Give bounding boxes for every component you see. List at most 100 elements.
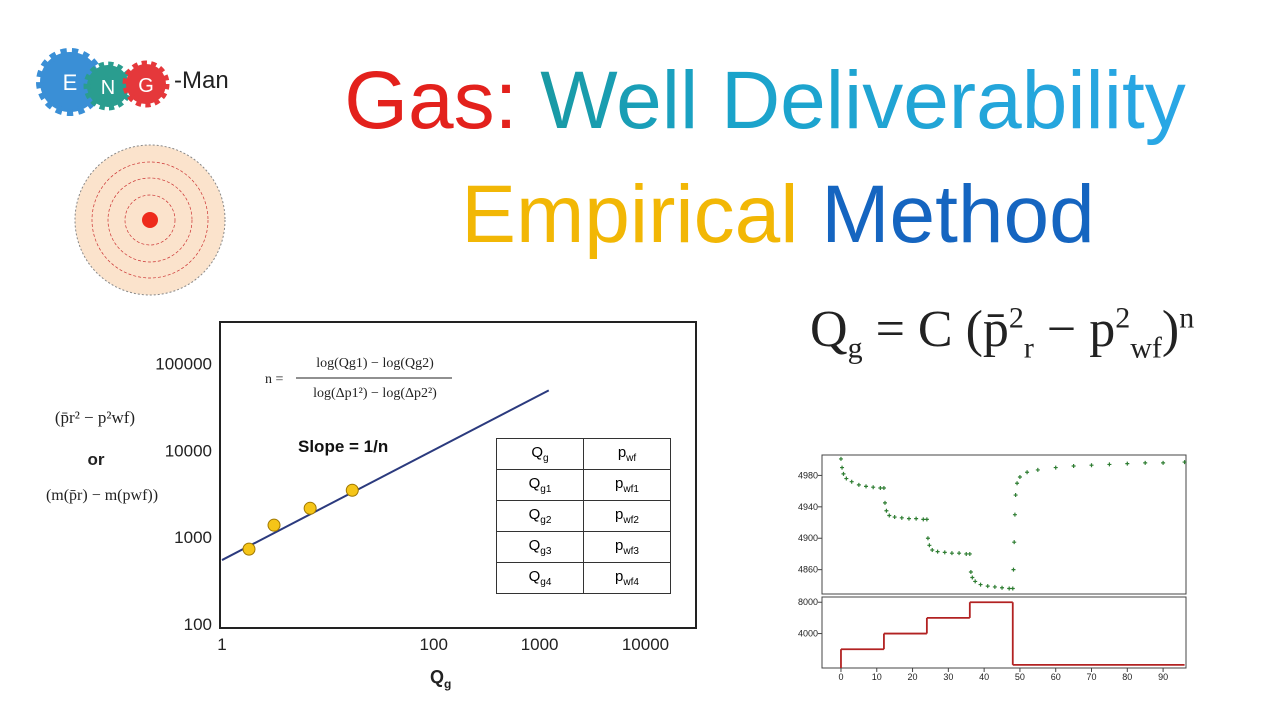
data-point <box>1035 467 1040 472</box>
data-point <box>978 582 983 587</box>
gear <box>122 60 170 108</box>
data-point <box>849 479 854 484</box>
data-point <box>967 551 972 556</box>
data-point <box>841 471 846 476</box>
cell-main: p <box>615 506 624 523</box>
table-cell: Qg1 <box>496 469 584 501</box>
data-point <box>882 500 887 505</box>
data-point <box>935 549 940 554</box>
table-row: Qg1 pwf1 <box>496 469 671 501</box>
data-point <box>345 483 359 497</box>
table-row: Qg4 pwf4 <box>496 562 671 594</box>
table-cell: pwf4 <box>583 562 671 594</box>
x-tick-label: 1 <box>217 635 226 654</box>
data-point <box>924 517 929 522</box>
x-tick-label: 80 <box>1122 672 1132 682</box>
plot-frame <box>821 596 1187 669</box>
title-line1: Gas: Well Deliverability <box>344 55 1186 146</box>
cell-main: p <box>615 475 624 492</box>
logo-suffix: -Man <box>174 67 229 94</box>
data-point <box>1017 474 1022 479</box>
data-point <box>1007 586 1012 591</box>
formula-part: 2 <box>1115 301 1131 335</box>
plot-frame <box>219 321 697 629</box>
x-tick-label: 90 <box>1158 672 1168 682</box>
x-axis-label-main: Q <box>430 667 444 687</box>
table-cell: Qg4 <box>496 562 584 594</box>
data-point <box>871 485 876 490</box>
cell-sub: wf4 <box>623 577 639 588</box>
annotation: Slope = 1/n <box>298 437 388 456</box>
data-point <box>1015 481 1020 486</box>
x-tick-label: 100 <box>420 635 448 654</box>
data-point <box>899 515 904 520</box>
data-point <box>1143 460 1148 465</box>
x-tick-label: 40 <box>979 672 989 682</box>
x-tick-label: 70 <box>1087 672 1097 682</box>
data-point <box>925 536 930 541</box>
table-cell: pwf2 <box>583 500 671 532</box>
formula-part: ) <box>1161 301 1180 358</box>
data-point <box>1010 586 1015 591</box>
formula-num: log(Qg1) − log(Qg2) <box>316 356 434 371</box>
table-cell: pwf3 <box>583 531 671 563</box>
x-tick-label: 0 <box>838 672 843 682</box>
data-point <box>921 517 926 522</box>
logo-letter: N <box>101 77 115 99</box>
title-word: Empirical <box>461 169 798 260</box>
data-point <box>957 551 962 556</box>
reservoir-icon <box>74 144 226 296</box>
data-point <box>942 550 947 555</box>
y-tick-label: 4900 <box>798 533 818 543</box>
data-point <box>930 548 935 553</box>
x-axis-label-sub: g <box>444 677 451 691</box>
data-point <box>856 482 861 487</box>
formula-part: wf <box>1130 331 1162 365</box>
cell-main: Q <box>528 475 541 492</box>
fit-line <box>221 389 550 561</box>
deliverability-formula: Qg = C (p̄2r − p2wf)n <box>810 300 1194 365</box>
formula-part: p̄ <box>982 301 1009 358</box>
data-point <box>1089 463 1094 468</box>
cell-main: Q <box>531 444 544 461</box>
data-point <box>303 501 317 515</box>
data-point <box>1025 470 1030 475</box>
y-tick-label: 8000 <box>798 597 818 607</box>
cell-main: p <box>615 568 624 585</box>
plot-frame <box>821 454 1187 595</box>
data-point <box>985 584 990 589</box>
y-tick-label: 4980 <box>798 470 818 480</box>
cell-sub: g1 <box>540 484 552 495</box>
x-tick-label: 20 <box>908 672 918 682</box>
title-word: Method <box>821 169 1095 260</box>
y-tick-label: 100 <box>184 615 212 634</box>
data-point <box>968 570 973 575</box>
table-cell: pwf <box>583 438 671 470</box>
y-axis-label: (m(p̄r) − m(pwf)) <box>46 487 158 504</box>
data-point <box>970 575 975 580</box>
y-axis-label: or <box>88 450 105 469</box>
table-cell: pwf1 <box>583 469 671 501</box>
data-point <box>840 465 845 470</box>
x-tick-label: 10000 <box>622 635 669 654</box>
formula-part: g <box>847 331 863 365</box>
data-point <box>1071 463 1076 468</box>
cell-sub: g3 <box>540 546 552 557</box>
data-point <box>887 513 892 518</box>
title-line2: Empirical Method <box>461 169 1094 260</box>
title-word: Gas: <box>344 55 517 146</box>
table-row: Qg3 pwf3 <box>496 531 671 563</box>
formula-part: n <box>1179 301 1195 335</box>
table-row: Qg pwf <box>496 438 671 470</box>
table-cell: Qg2 <box>496 500 584 532</box>
title-word: Well Deliverability <box>540 55 1186 146</box>
cell-sub: g2 <box>540 515 552 526</box>
y-tick-label: 4860 <box>798 565 818 575</box>
formula-part: r <box>1023 331 1034 365</box>
formula-part: − p <box>1046 301 1116 358</box>
formula-part: = C ( <box>875 301 983 358</box>
formula-part: Q <box>810 301 848 358</box>
data-point <box>1013 493 1018 498</box>
